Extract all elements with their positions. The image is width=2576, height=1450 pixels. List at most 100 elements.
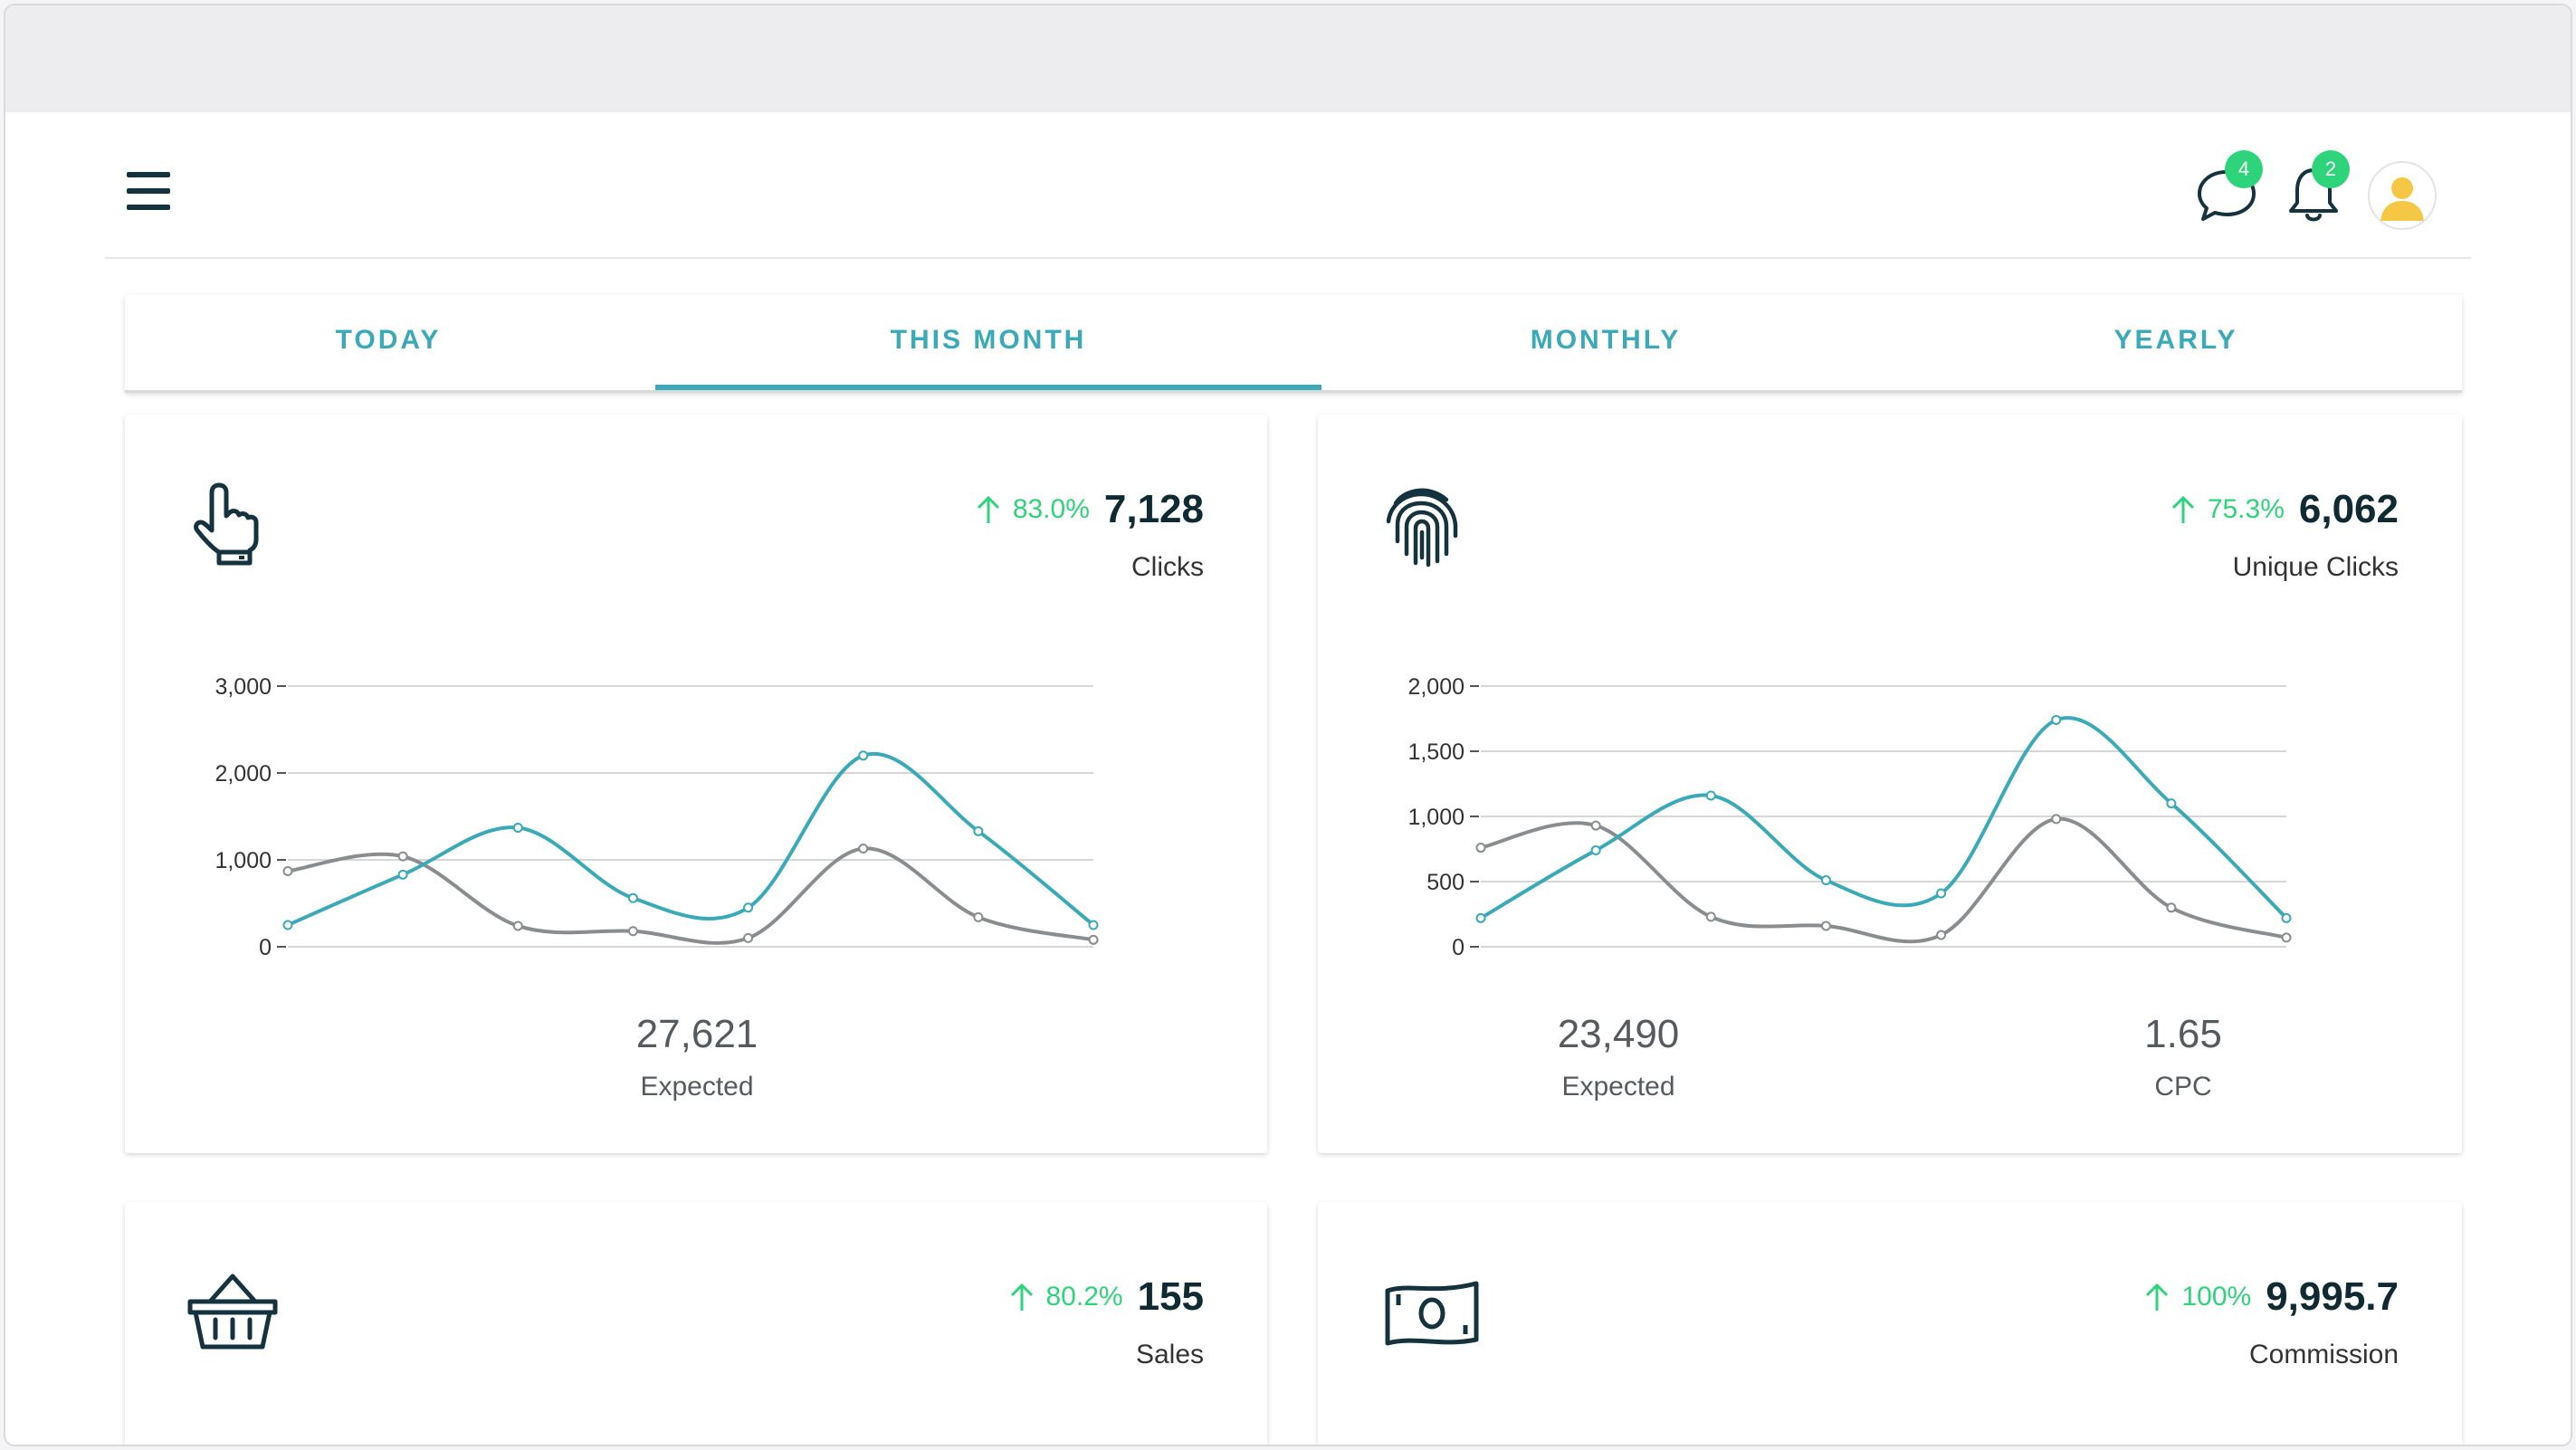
tab-this-month[interactable]: THIS MONTH — [655, 295, 1321, 390]
data-point — [1590, 844, 1601, 855]
cpc-stat: 1.65 CPC — [2002, 1012, 2364, 1102]
data-point — [743, 902, 754, 913]
clicks-expected-label: Expected — [640, 1072, 754, 1102]
shopping-basket-icon — [187, 1274, 278, 1350]
data-point — [1590, 820, 1601, 831]
clicks-expected-value: 27,621 — [635, 1012, 758, 1056]
data-point — [2051, 814, 2062, 825]
data-point — [1088, 934, 1099, 945]
y-tick-label: 1,000 — [1407, 805, 1465, 830]
pointer-hand-icon — [194, 482, 259, 566]
commission-metric: 100% 9,995.7 Commission — [2142, 1274, 2399, 1370]
data-point — [1705, 790, 1716, 801]
data-point — [2051, 714, 2062, 725]
commission-label: Commission — [2248, 1340, 2399, 1369]
data-point — [512, 921, 523, 931]
sales-label: Sales — [1135, 1340, 1204, 1369]
data-point — [2281, 912, 2292, 923]
clicks-expected-stat: 27,621 Expected — [516, 1012, 878, 1102]
unique-clicks-card: 75.3% 6,062 Unique Clicks 0 500 1,000 1,500 2… — [1318, 415, 2462, 1153]
data-point — [2281, 932, 2292, 943]
data-point — [397, 851, 408, 862]
unique-clicks-line-chart: 0 500 1,000 1,500 2,000 — [1407, 674, 2292, 960]
clicks-value: 7,128 — [1103, 487, 1204, 531]
hamburger-menu-icon[interactable] — [127, 172, 170, 210]
y-tick-label: 2,000 — [215, 761, 272, 787]
data-point — [627, 926, 638, 937]
data-point — [743, 932, 754, 943]
messages-count-badge: 4 — [2225, 150, 2263, 188]
data-point — [512, 822, 523, 833]
commission-trend: 100% — [2181, 1282, 2252, 1312]
data-point — [1820, 875, 1831, 886]
unique-clicks-expected-stat: 23,490 Expected — [1437, 1012, 1799, 1102]
window-titlebar — [5, 5, 2571, 112]
sales-value: 155 — [1137, 1274, 1204, 1319]
tab-yearly[interactable]: YEARLY — [2113, 325, 2238, 355]
y-tick-label: 0 — [259, 935, 272, 960]
header-actions: 4 2 — [2190, 150, 2453, 230]
period-tabs: TODAY THIS MONTH MONTHLY YEARLY — [125, 295, 2462, 393]
banknote-icon — [1385, 1281, 1479, 1346]
sales-card: 80.2% 155 Sales — [125, 1202, 1267, 1445]
series-line-1 — [287, 846, 1094, 945]
notifications-button[interactable]: 2 — [2277, 150, 2350, 230]
data-point — [2166, 798, 2177, 809]
unique-clicks-expected-value: 23,490 — [1557, 1012, 1680, 1056]
series-line-1 — [1480, 816, 2287, 944]
data-point — [858, 750, 869, 761]
sales-trend: 80.2% — [1045, 1282, 1123, 1312]
data-point — [1475, 912, 1486, 923]
data-point — [282, 865, 293, 876]
series-line-0 — [1479, 716, 2288, 921]
y-tick-label: 2,000 — [1407, 674, 1465, 700]
unique-clicks-trend: 75.3% — [2207, 494, 2285, 524]
trend-up-icon — [2146, 1283, 2169, 1311]
trend-up-icon — [1010, 1283, 1033, 1311]
clicks-line-chart: 0 1,000 2,000 3,000 — [215, 674, 1099, 960]
data-point — [1936, 888, 1947, 899]
unique-clicks-value: 6,062 — [2298, 487, 2399, 531]
y-tick-label: 500 — [1426, 870, 1465, 895]
data-point — [282, 920, 293, 930]
clicks-label: Clicks — [1131, 552, 1204, 582]
trend-up-icon — [2171, 495, 2194, 523]
clicks-card: 83.0% 7,128 Clicks 0 1,000 2,000 3,000 27,62… — [125, 415, 1267, 1153]
tab-monthly[interactable]: MONTHLY — [1530, 325, 1682, 355]
data-point — [1705, 911, 1716, 922]
y-tick-label: 1,000 — [215, 848, 272, 873]
commission-card: 100% 9,995.7 Commission — [1318, 1202, 2462, 1445]
y-tick-label: 0 — [1452, 935, 1465, 960]
data-point — [2166, 902, 2177, 913]
data-point — [1820, 921, 1831, 931]
sales-metric: 80.2% 155 Sales — [1007, 1274, 1204, 1370]
clicks-metric: 83.0% 7,128 Clicks — [973, 487, 1204, 583]
app-window: 4 2 TODAY THIS MONTH MONTHLY YEARLY — [4, 4, 2572, 1446]
data-point — [627, 892, 638, 903]
trend-up-icon — [977, 495, 999, 523]
data-point — [1088, 920, 1099, 930]
chat-bubble-icon — [2198, 170, 2256, 221]
user-avatar[interactable] — [2368, 161, 2437, 230]
tab-today[interactable]: TODAY — [335, 325, 442, 355]
unique-clicks-metric: 75.3% 6,062 Unique Clicks — [2168, 487, 2399, 583]
fingerprint-icon — [1386, 488, 1458, 568]
cpc-label: CPC — [2154, 1072, 2212, 1102]
messages-button[interactable]: 4 — [2190, 150, 2263, 230]
user-avatar-icon — [2380, 177, 2424, 221]
top-app-bar: 4 2 — [105, 112, 2471, 259]
notifications-count-badge: 2 — [2312, 150, 2350, 188]
unique-clicks-label: Unique Clicks — [2232, 552, 2399, 582]
unique-clicks-expected-label: Expected — [1561, 1072, 1675, 1102]
data-point — [973, 911, 984, 922]
data-point — [1936, 930, 1947, 940]
data-point — [858, 844, 869, 854]
cpc-value: 1.65 — [2144, 1012, 2222, 1056]
commission-value: 9,995.7 — [2266, 1274, 2399, 1319]
data-point — [1475, 843, 1486, 854]
y-tick-label: 3,000 — [215, 674, 272, 700]
y-tick-label: 1,500 — [1407, 739, 1465, 765]
data-point — [397, 869, 408, 880]
clicks-trend: 83.0% — [1012, 494, 1090, 524]
data-point — [973, 825, 984, 836]
